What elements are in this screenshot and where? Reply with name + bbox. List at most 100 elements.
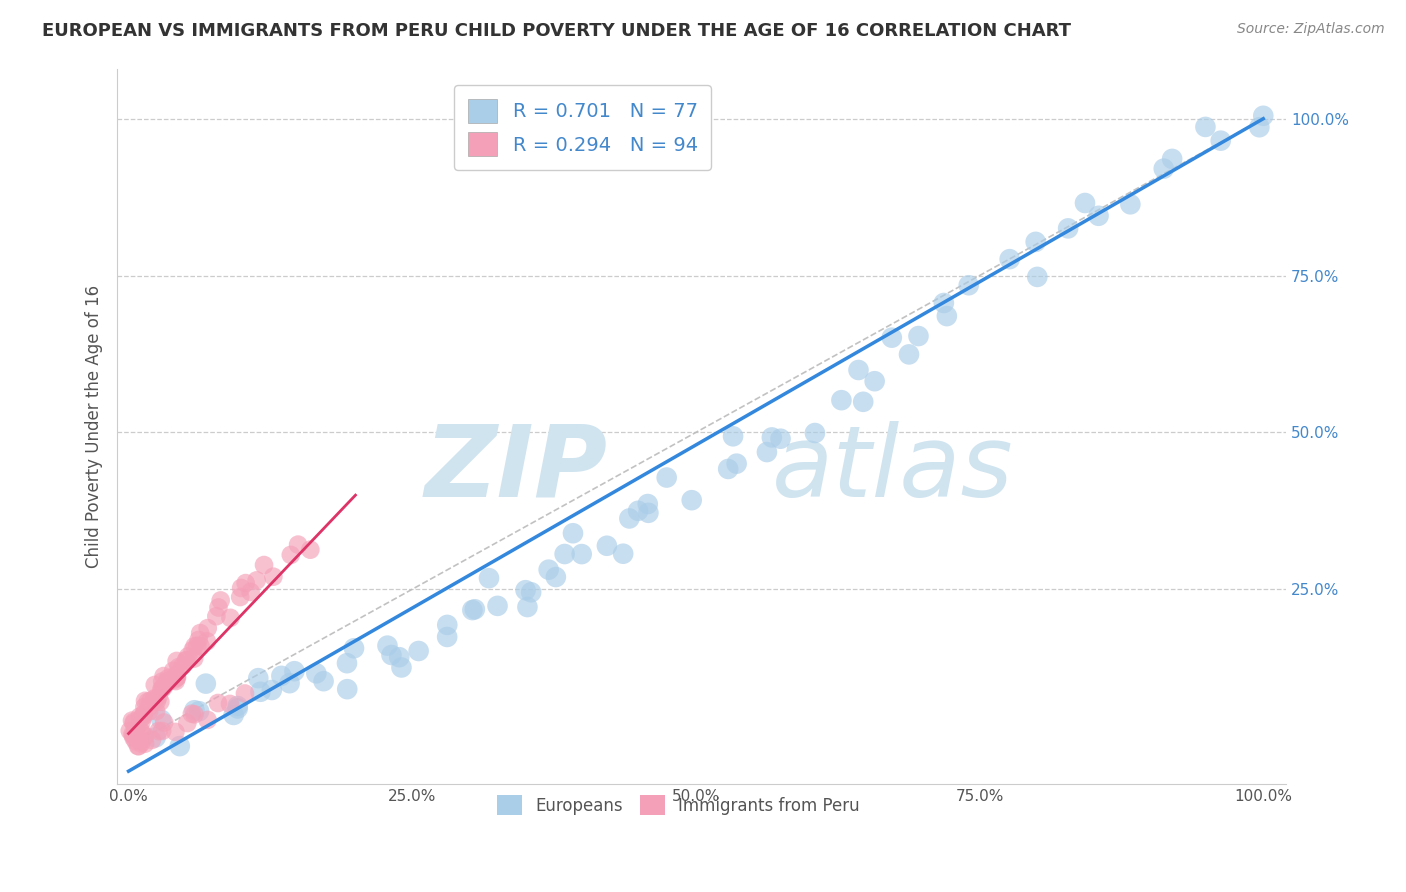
Point: [183, 707, 205, 722]
Point: [226, 701, 249, 715]
Point: [830, 393, 852, 408]
Point: [174, 653, 197, 667]
Point: [1161, 152, 1184, 166]
Point: [1026, 269, 1049, 284]
Point: [195, 634, 218, 648]
Point: [156, 672, 179, 686]
Point: [612, 547, 634, 561]
Point: [461, 603, 484, 617]
Point: [863, 374, 886, 388]
Point: [253, 558, 276, 572]
Point: [157, 674, 180, 689]
Point: [150, 674, 173, 689]
Point: [231, 581, 253, 595]
Point: [619, 511, 641, 525]
Point: [478, 571, 501, 585]
Point: [143, 691, 166, 706]
Point: [132, 706, 155, 721]
Point: [725, 457, 748, 471]
Point: [148, 724, 170, 739]
Point: [187, 632, 209, 647]
Point: [180, 706, 202, 721]
Text: atlas: atlas: [772, 420, 1014, 517]
Point: [247, 671, 270, 685]
Point: [152, 669, 174, 683]
Point: [336, 682, 359, 697]
Point: [1249, 120, 1271, 135]
Point: [229, 590, 252, 604]
Point: [637, 497, 659, 511]
Point: [129, 712, 152, 726]
Point: [278, 676, 301, 690]
Point: [380, 648, 402, 662]
Point: [436, 630, 458, 644]
Point: [755, 445, 778, 459]
Point: [128, 732, 150, 747]
Point: [122, 714, 145, 729]
Point: [166, 654, 188, 668]
Point: [166, 667, 188, 681]
Point: [233, 686, 256, 700]
Point: [377, 639, 399, 653]
Point: [1087, 209, 1109, 223]
Point: [222, 708, 245, 723]
Point: [142, 694, 165, 708]
Point: [139, 693, 162, 707]
Point: [121, 714, 143, 728]
Point: [169, 739, 191, 753]
Text: ZIP: ZIP: [425, 420, 607, 517]
Point: [554, 547, 576, 561]
Point: [122, 731, 145, 745]
Point: [515, 583, 537, 598]
Point: [226, 699, 249, 714]
Point: [681, 493, 703, 508]
Point: [1119, 197, 1142, 211]
Point: [848, 363, 870, 377]
Point: [209, 593, 232, 607]
Point: [124, 724, 146, 739]
Point: [138, 705, 160, 719]
Point: [181, 643, 204, 657]
Point: [127, 739, 149, 753]
Text: EUROPEAN VS IMMIGRANTS FROM PERU CHILD POVERTY UNDER THE AGE OF 16 CORRELATION C: EUROPEAN VS IMMIGRANTS FROM PERU CHILD P…: [42, 22, 1071, 40]
Point: [183, 651, 205, 665]
Point: [305, 666, 328, 681]
Point: [388, 650, 411, 665]
Point: [520, 585, 543, 599]
Point: [165, 670, 187, 684]
Point: [270, 669, 292, 683]
Point: [486, 599, 509, 613]
Point: [246, 574, 269, 588]
Point: [287, 538, 309, 552]
Point: [516, 600, 538, 615]
Point: [1251, 109, 1274, 123]
Point: [343, 641, 366, 656]
Point: [804, 425, 827, 440]
Point: [907, 329, 929, 343]
Point: [852, 394, 875, 409]
Point: [544, 570, 567, 584]
Point: [260, 683, 283, 698]
Text: Source: ZipAtlas.com: Source: ZipAtlas.com: [1237, 22, 1385, 37]
Point: [150, 681, 173, 696]
Point: [177, 649, 200, 664]
Point: [146, 694, 169, 708]
Point: [134, 700, 156, 714]
Point: [134, 694, 156, 708]
Point: [957, 278, 980, 293]
Point: [150, 723, 173, 738]
Point: [165, 725, 187, 739]
Point: [262, 570, 284, 584]
Point: [205, 609, 228, 624]
Point: [190, 639, 212, 653]
Point: [176, 653, 198, 667]
Y-axis label: Child Poverty Under the Age of 16: Child Poverty Under the Age of 16: [86, 285, 103, 567]
Point: [1074, 196, 1097, 211]
Point: [336, 656, 359, 670]
Point: [998, 252, 1021, 267]
Point: [122, 716, 145, 731]
Point: [166, 671, 188, 685]
Point: [721, 429, 744, 443]
Point: [761, 430, 783, 444]
Point: [249, 685, 271, 699]
